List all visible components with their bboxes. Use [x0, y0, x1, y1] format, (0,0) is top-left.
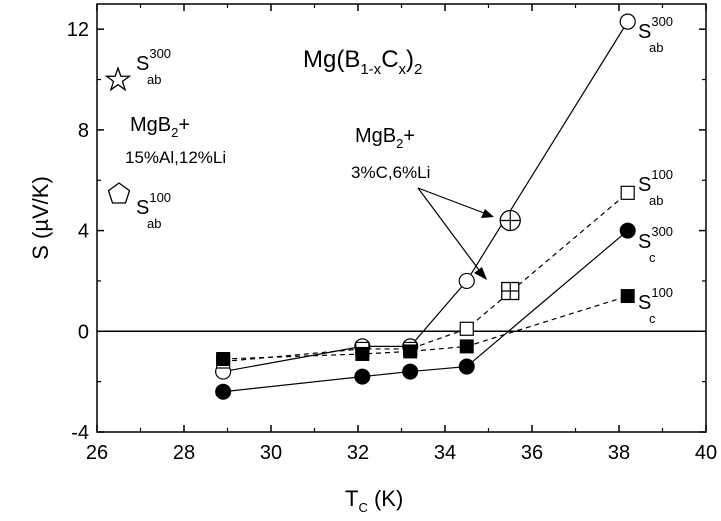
- arrow-to-circle: [417, 187, 485, 214]
- data-point-square-filled: [459, 339, 474, 354]
- x-tick-label: 34: [434, 442, 456, 464]
- data-point-circle-open: [619, 13, 636, 30]
- annotation-mgb2-c-li-line1: MgB2+: [355, 125, 415, 151]
- x-tick-label: 36: [521, 442, 543, 464]
- series-markers: [215, 13, 636, 400]
- arrowhead-square: [474, 267, 487, 280]
- series-line-3: [223, 295, 628, 360]
- arrow-to-square: [417, 187, 480, 271]
- x-tick-label: 26: [86, 442, 108, 464]
- series-lines: [223, 21, 629, 393]
- data-point-square-filled: [403, 344, 418, 359]
- y-tick-label: 12: [67, 19, 89, 41]
- y-tick-label: 0: [78, 321, 89, 343]
- x-tick-label: 28: [173, 442, 195, 464]
- x-tick-label: 38: [608, 442, 630, 464]
- data-point-square-filled: [216, 351, 231, 366]
- data-point-square-open: [620, 185, 635, 200]
- pentagon-marker: [107, 182, 131, 204]
- annotation-arrows: [417, 187, 494, 280]
- series-line-0: [223, 21, 629, 373]
- data-point-circle-open: [458, 272, 475, 290]
- chart-title: Mg(B1-xCx)2: [303, 46, 422, 78]
- series-line-2: [223, 230, 629, 393]
- series-label-s100c: S100 c: [638, 285, 673, 326]
- series-label-s100ab: S100 ab: [638, 167, 673, 208]
- x-tick-label: 40: [695, 442, 717, 464]
- annotation-mgb2-c-li-line2: 3%C,6%Li: [351, 163, 430, 182]
- arrowhead-circle: [481, 209, 494, 218]
- special-markers: [499, 209, 521, 301]
- data-point-circle-filled: [215, 383, 232, 400]
- x-tick-label: 32: [347, 442, 369, 464]
- ticks: 26 28 30 32 34 36 38 40 -4 0 4 8 12: [67, 4, 717, 464]
- star-label: S300 ab: [136, 46, 171, 87]
- series-label-s300ab: S300 ab: [638, 14, 673, 55]
- x-tick-label: 30: [260, 442, 282, 464]
- annotation-mgb2-al-li-line2: 15%Al,12%Li: [125, 148, 226, 167]
- y-tick-label: -4: [71, 422, 89, 444]
- series-label-s300c: S300 c: [638, 224, 673, 265]
- x-axis-label: TC (K): [345, 486, 403, 515]
- y-tick-label: 4: [78, 221, 89, 243]
- data-point-circle-filled: [402, 363, 419, 380]
- data-point-circle-filled: [354, 368, 371, 385]
- data-point-square-open: [459, 321, 474, 336]
- data-point-circle-filled: [619, 222, 636, 239]
- data-point-circle-filled: [458, 358, 475, 375]
- data-point-square-filled: [620, 289, 635, 304]
- data-point-square-filled: [355, 346, 370, 361]
- series-line-1: [223, 192, 629, 363]
- y-tick-label: 8: [78, 120, 89, 142]
- annotation-mgb2-al-li-line1: MgB2+: [130, 114, 190, 140]
- pentagon-label: S100 ab: [136, 190, 171, 231]
- y-axis-label: S (µV/K): [28, 176, 53, 260]
- star-marker: [104, 65, 132, 92]
